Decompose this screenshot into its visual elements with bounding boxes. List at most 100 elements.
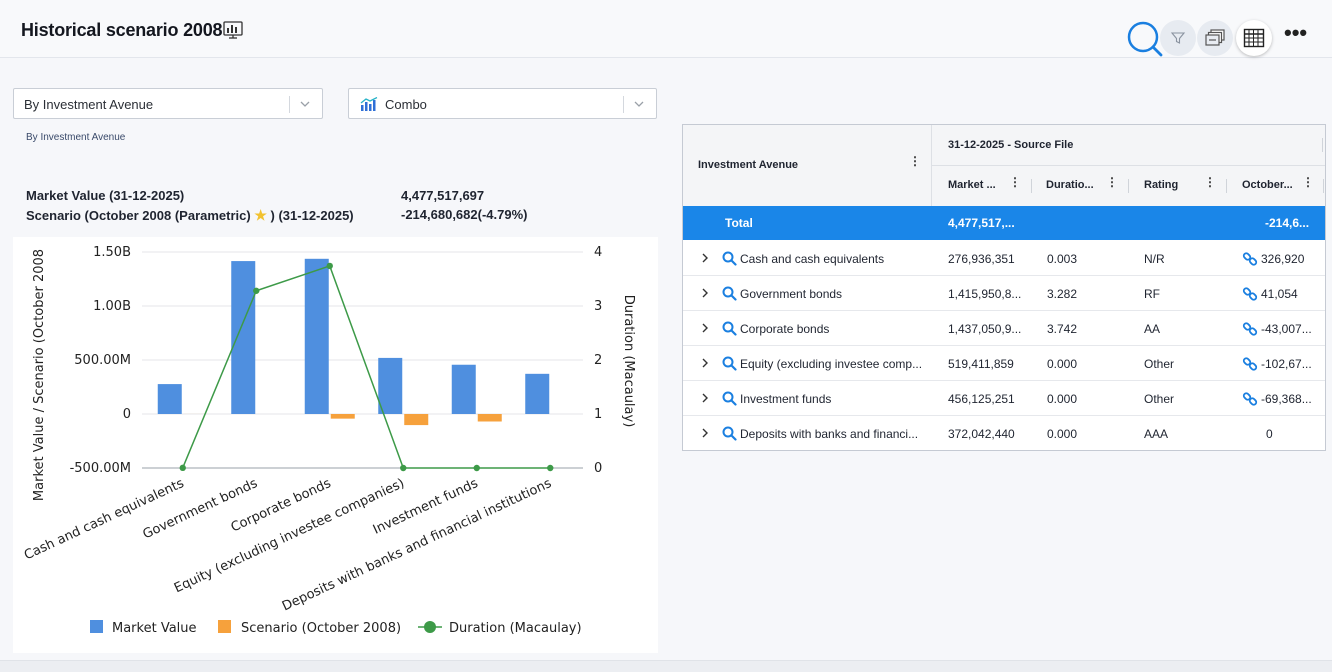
rating-column-header[interactable]: Rating [1144,179,1179,191]
search-icon[interactable] [722,251,737,266]
row-rating: Other [1144,392,1175,406]
star-icon: ★ [254,207,267,223]
chart-type-select-value: Combo [385,97,427,112]
legend-label: Scenario (October 2008) [241,621,401,636]
y-tick-label: -500.00M [70,461,131,476]
x-tick-label: Deposits with banks and financial instit… [280,476,554,614]
duration-column-header[interactable]: Duratio... [1046,179,1094,191]
legend-label: Duration (Macaulay) [449,621,582,636]
y-axis-label: Market Value / Scenario (October 2008 [32,249,47,501]
filter-button[interactable] [1160,20,1196,56]
search-icon[interactable] [722,321,737,336]
select-divider [289,96,290,113]
chevron-right-icon[interactable] [700,357,710,369]
point-duration [179,464,186,472]
search-button[interactable] [1126,20,1164,58]
table-row[interactable]: Government bonds 1,415,950,8... 3.282 RF 41,… [683,276,1325,311]
row-duration: 3.742 [1047,322,1078,336]
row-name: Cash and cash equivalents [740,252,885,266]
row-october: -69,368... [1261,392,1312,406]
chart-type-select[interactable]: Combo [348,88,657,119]
legend-swatch-market-value [90,620,103,633]
search-icon[interactable] [722,356,737,371]
scenario-amount: -214,680,682(-4.79%) [401,207,528,222]
chevron-right-icon[interactable] [700,322,710,334]
row-market: 456,125,251 [948,392,1015,406]
chart-subtitle: By Investment Avenue [26,132,126,143]
combo-chart-icon [360,97,378,111]
header-divider [1128,179,1129,193]
point-duration [400,464,407,472]
search-icon[interactable] [722,286,737,301]
column-menu-icon[interactable]: ⋮ [1204,175,1216,189]
chevron-down-icon[interactable] [632,97,646,111]
row-duration: 0.000 [1047,392,1078,406]
row-market: 276,936,351 [948,252,1015,266]
bottom-bar [0,660,1332,672]
link-icon[interactable] [1242,251,1258,267]
select-divider [623,96,624,113]
table-row[interactable]: Equity (excluding investee comp... 519,41… [683,346,1325,381]
legend-swatch-scenario [218,620,231,633]
row-name: Government bonds [740,287,843,301]
y-tick-label: 500.00M [74,353,131,368]
total-label: Total [725,216,753,230]
row-rating: Other [1144,357,1175,371]
link-icon[interactable] [1242,356,1258,372]
link-icon[interactable] [1242,321,1258,337]
search-icon[interactable] [722,426,737,441]
grouping-select[interactable]: By Investment Avenue [13,88,323,119]
chevron-right-icon[interactable] [700,287,710,299]
chevron-right-icon[interactable] [700,427,710,439]
combo-chart: 1.50B 1.00B 500.00M 0 -500.00M 4 3 2 1 0 Market Va… [22,245,636,636]
row-october: 326,920 [1261,252,1305,266]
more-options-icon[interactable]: ••• [1284,20,1308,45]
row-name: Deposits with banks and financi... [740,427,919,441]
october-column-header[interactable]: October... [1242,179,1293,191]
column-menu-icon[interactable]: ⋮ [1302,175,1314,189]
row-october: -43,007... [1261,322,1312,336]
table-grid-button[interactable] [1236,20,1272,56]
point-duration [473,464,480,472]
point-duration [253,287,260,294]
market-column-header[interactable]: Market ... [948,179,996,191]
table-row[interactable]: Corporate bonds 1,437,050,9... 3.742 AA -43,… [683,311,1325,346]
page-title: Historical scenario 2008 [21,20,223,40]
row-market: 519,411,859 [948,357,1014,371]
scenario-label: Scenario (October 2008 (Parametric) ★ ) … [26,207,354,224]
table-row[interactable]: Deposits with banks and financi... 372,04… [683,416,1325,450]
link-icon[interactable] [1242,286,1258,302]
grouping-select-value: By Investment Avenue [24,97,154,112]
row-market: 372,042,440 [948,427,1015,441]
investment-avenue-header-label: Investment Avenue [698,159,799,171]
column-menu-icon[interactable]: ⋮ [1009,175,1021,189]
row-market: 1,437,050,9... [948,322,1022,336]
total-market: 4,477,517,... [948,216,1015,230]
table-row[interactable]: Investment funds 456,125,251 0.000 Other -69… [683,381,1325,416]
chevron-right-icon[interactable] [700,252,710,264]
row-october: -102,67... [1261,357,1312,371]
bar-scenario [404,414,429,426]
legend-label: Market Value [112,621,197,636]
column-menu-icon[interactable]: ⋮ [909,154,921,168]
table-grid-icon [1243,28,1265,48]
investment-avenue-header[interactable]: Investment Avenue ⋮ [683,125,932,206]
header-divider [1322,138,1323,152]
header-divider [1031,179,1032,193]
monitor-chart-icon[interactable] [222,19,244,41]
row-duration: 0.003 [1047,252,1078,266]
search-icon [1127,21,1163,57]
table-row[interactable]: Cash and cash equivalents 276,936,351 0.00… [683,241,1325,276]
column-menu-icon[interactable]: ⋮ [1106,175,1118,189]
chevron-right-icon[interactable] [700,392,710,404]
search-icon[interactable] [722,391,737,406]
column-headers: Market ... ⋮ Duratio... ⋮ Rating ⋮ Octob… [932,166,1325,206]
row-rating: AAA [1144,427,1169,441]
chevron-down-icon[interactable] [298,97,312,111]
total-row[interactable]: Total 4,477,517,... -214,6... [683,206,1325,240]
layers-button[interactable] [1197,20,1233,56]
y2-tick-label: 2 [594,353,602,368]
row-duration: 0.000 [1047,427,1078,441]
market-value-amount: 4,477,517,697 [401,188,485,203]
link-icon[interactable] [1242,391,1258,407]
